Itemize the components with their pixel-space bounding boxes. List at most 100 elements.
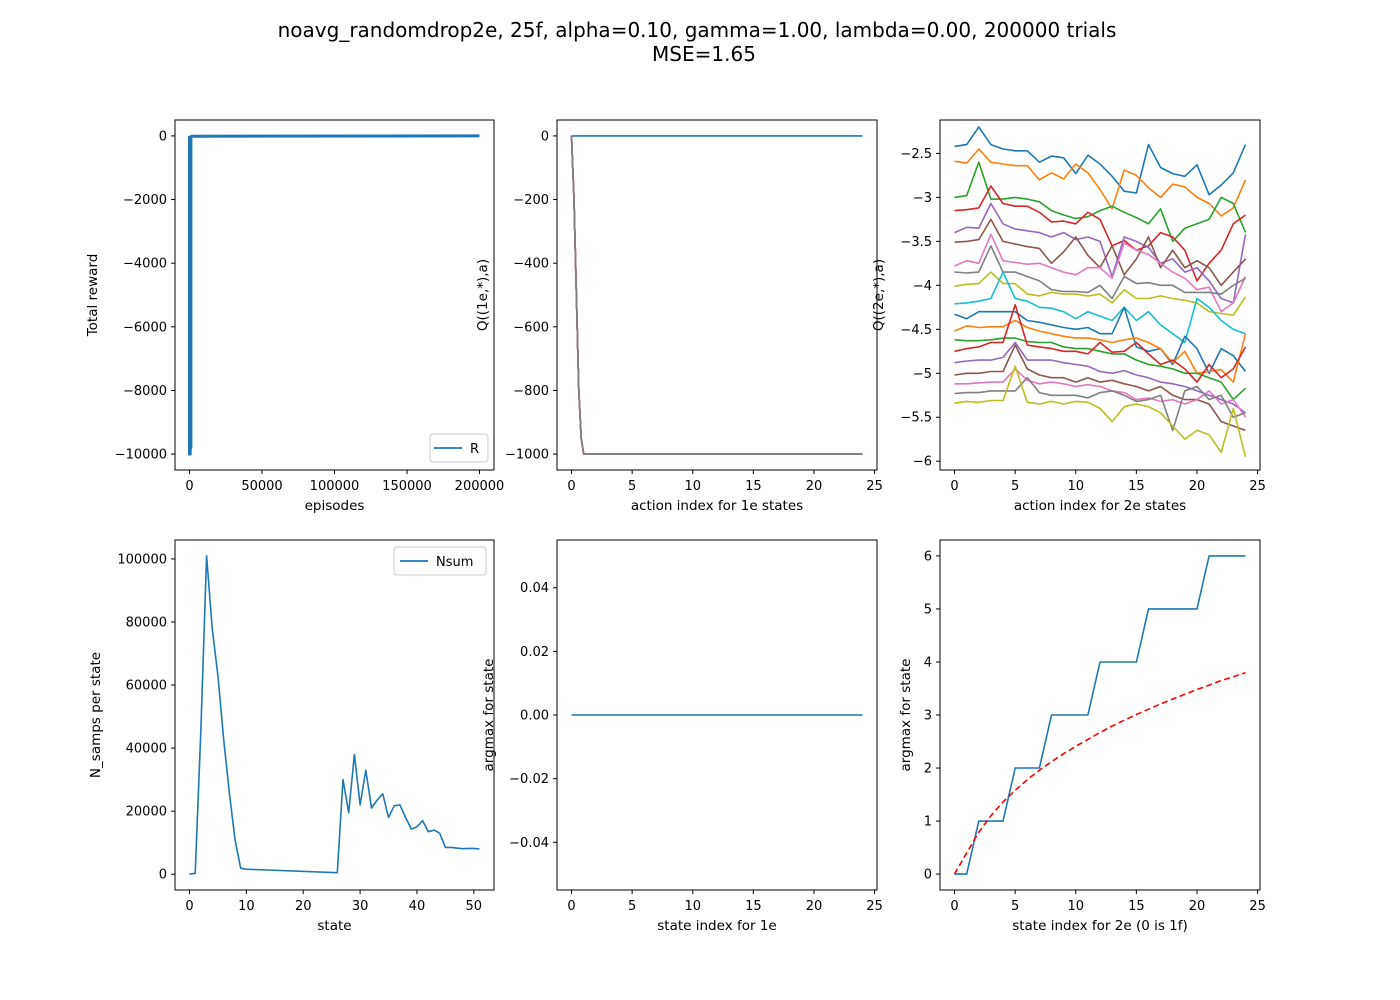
x-tick-label: 150000 xyxy=(382,479,432,494)
x-tick-label: 0 xyxy=(567,899,575,914)
x-tick-label: 50 xyxy=(466,899,483,914)
figure-title-line2: MSE=1.65 xyxy=(652,42,756,66)
x-tick-label: 0 xyxy=(950,899,958,914)
y-tick-label: −600 xyxy=(513,320,549,335)
series-line-1 xyxy=(570,135,863,455)
y-tick-label: 0 xyxy=(159,129,167,144)
series-line-7 xyxy=(570,135,863,455)
y-tick-label: −4.5 xyxy=(900,323,932,338)
y-tick-label: 2 xyxy=(924,762,932,777)
x-tick-label: 30 xyxy=(352,899,369,914)
x-tick-label: 40 xyxy=(409,899,426,914)
x-tick-label: 15 xyxy=(745,479,762,494)
series-line-8 xyxy=(570,135,863,455)
y-tick-label: 6 xyxy=(924,549,932,564)
legend-box xyxy=(393,546,487,576)
y-tick-label: 60000 xyxy=(126,679,167,694)
y-axis-label: argmax for state xyxy=(898,659,914,772)
series-line-17 xyxy=(954,368,1247,418)
legend: Nsum xyxy=(393,546,487,576)
x-tick-label: 0 xyxy=(950,479,958,494)
y-tick-label: −8000 xyxy=(123,384,167,399)
x-axis-label: action index for 1e states xyxy=(631,498,803,514)
y-tick-label: 20000 xyxy=(126,805,167,820)
y-tick-label: 0.04 xyxy=(520,581,549,596)
subplots: 0 50000 100000 150000 2000000−2000−4000−6000… xyxy=(85,119,1266,934)
series-line-2 xyxy=(570,135,863,455)
x-tick-label: 0 xyxy=(185,899,193,914)
x-tick-label: 25 xyxy=(1249,479,1266,494)
y-tick-label: 0 xyxy=(541,129,549,144)
subplot-n-samps: 0 10 20 30 40 50 0 20000 40000 60000 80000 100000 st… xyxy=(88,539,495,934)
plot-area xyxy=(189,554,480,875)
x-tick-label: 0 xyxy=(185,479,193,494)
y-tick-label: −5.5 xyxy=(900,411,932,426)
x-tick-label: 20 xyxy=(295,899,312,914)
axes-frame xyxy=(939,539,1261,891)
axes-frame xyxy=(556,119,878,471)
x-tick-label: 5 xyxy=(628,479,636,494)
y-tick-label: −200 xyxy=(513,193,549,208)
y-axis-label: Q((1e,*),a) xyxy=(475,259,491,331)
series-line-1 xyxy=(189,554,480,875)
y-tick-label: −6 xyxy=(913,455,932,470)
y-tick-label: −10000 xyxy=(115,448,167,463)
series-line-9 xyxy=(954,271,1247,317)
x-tick-label: 100000 xyxy=(310,479,360,494)
series-line-2 xyxy=(953,671,1246,875)
y-tick-label: 4 xyxy=(924,655,932,670)
x-tick-label: 15 xyxy=(1128,479,1145,494)
y-tick-label: 0 xyxy=(159,868,167,883)
subplot-q-2e: 0 5 10 15 20 25 −2.5 −3 −3.5 −4 −4.5 −5 −5.5 −6 action… xyxy=(871,119,1266,514)
plot-area xyxy=(954,126,1247,457)
x-tick-label: 5 xyxy=(628,899,636,914)
axes-frame xyxy=(174,539,495,891)
x-tick-label: 20 xyxy=(1189,479,1206,494)
series-line-4 xyxy=(954,185,1246,282)
series-line-2 xyxy=(954,148,1247,217)
series-line-3 xyxy=(570,135,863,455)
y-tick-label: −0.02 xyxy=(509,772,549,787)
x-axis-label: episodes xyxy=(305,498,365,514)
x-tick-label: 20 xyxy=(806,899,823,914)
subplot-argmax-2e: 0 5 10 15 20 25 0 1 2 3 4 5 6 state index for 2e (0 i… xyxy=(898,539,1266,934)
x-tick-label: 10 xyxy=(684,899,701,914)
y-tick-label: 0.00 xyxy=(520,709,549,724)
subplot-argmax-1e: 0 5 10 15 20 25 0.04 0.02 0.00 −0.02 −0.04 state in… xyxy=(481,539,883,934)
series-line-19 xyxy=(954,365,1247,457)
x-axis-label: state index for 2e (0 is 1f) xyxy=(1012,918,1188,934)
series-line-13 xyxy=(954,337,1247,401)
series-line-4 xyxy=(570,135,863,455)
x-tick-label: 10 xyxy=(684,479,701,494)
y-tick-label: 0 xyxy=(924,868,932,883)
series-line-1 xyxy=(954,126,1247,196)
y-tick-label: −6000 xyxy=(123,320,167,335)
y-tick-label: 3 xyxy=(924,709,932,724)
x-tick-label: 50000 xyxy=(241,479,282,494)
x-tick-label: 25 xyxy=(866,899,883,914)
series-line-1 xyxy=(188,134,480,456)
x-tick-label: 200000 xyxy=(455,479,505,494)
series-line-5 xyxy=(954,202,1247,304)
x-tick-label: 25 xyxy=(866,479,883,494)
y-tick-label: 80000 xyxy=(126,615,167,630)
y-tick-label: −5 xyxy=(913,367,932,382)
series-line-6 xyxy=(954,218,1247,287)
x-tick-label: 15 xyxy=(745,899,762,914)
y-tick-label: −0.04 xyxy=(509,836,549,851)
y-tick-label: 0.02 xyxy=(520,645,549,660)
x-axis-label: state xyxy=(317,918,351,934)
x-axis-label: state index for 1e xyxy=(657,918,776,934)
y-tick-label: −800 xyxy=(513,384,549,399)
y-tick-label: −400 xyxy=(513,257,549,272)
x-tick-label: 15 xyxy=(1128,899,1145,914)
legend-label: R xyxy=(470,442,479,457)
x-axis-label: action index for 2e states xyxy=(1014,498,1186,514)
y-tick-label: −4000 xyxy=(123,257,167,272)
x-tick-label: 25 xyxy=(1249,899,1266,914)
axes-frame xyxy=(174,119,495,471)
y-axis-label: argmax for state xyxy=(481,659,497,772)
series-line-14 xyxy=(954,303,1247,383)
x-tick-label: 5 xyxy=(1011,479,1019,494)
axes-frame xyxy=(939,119,1261,471)
